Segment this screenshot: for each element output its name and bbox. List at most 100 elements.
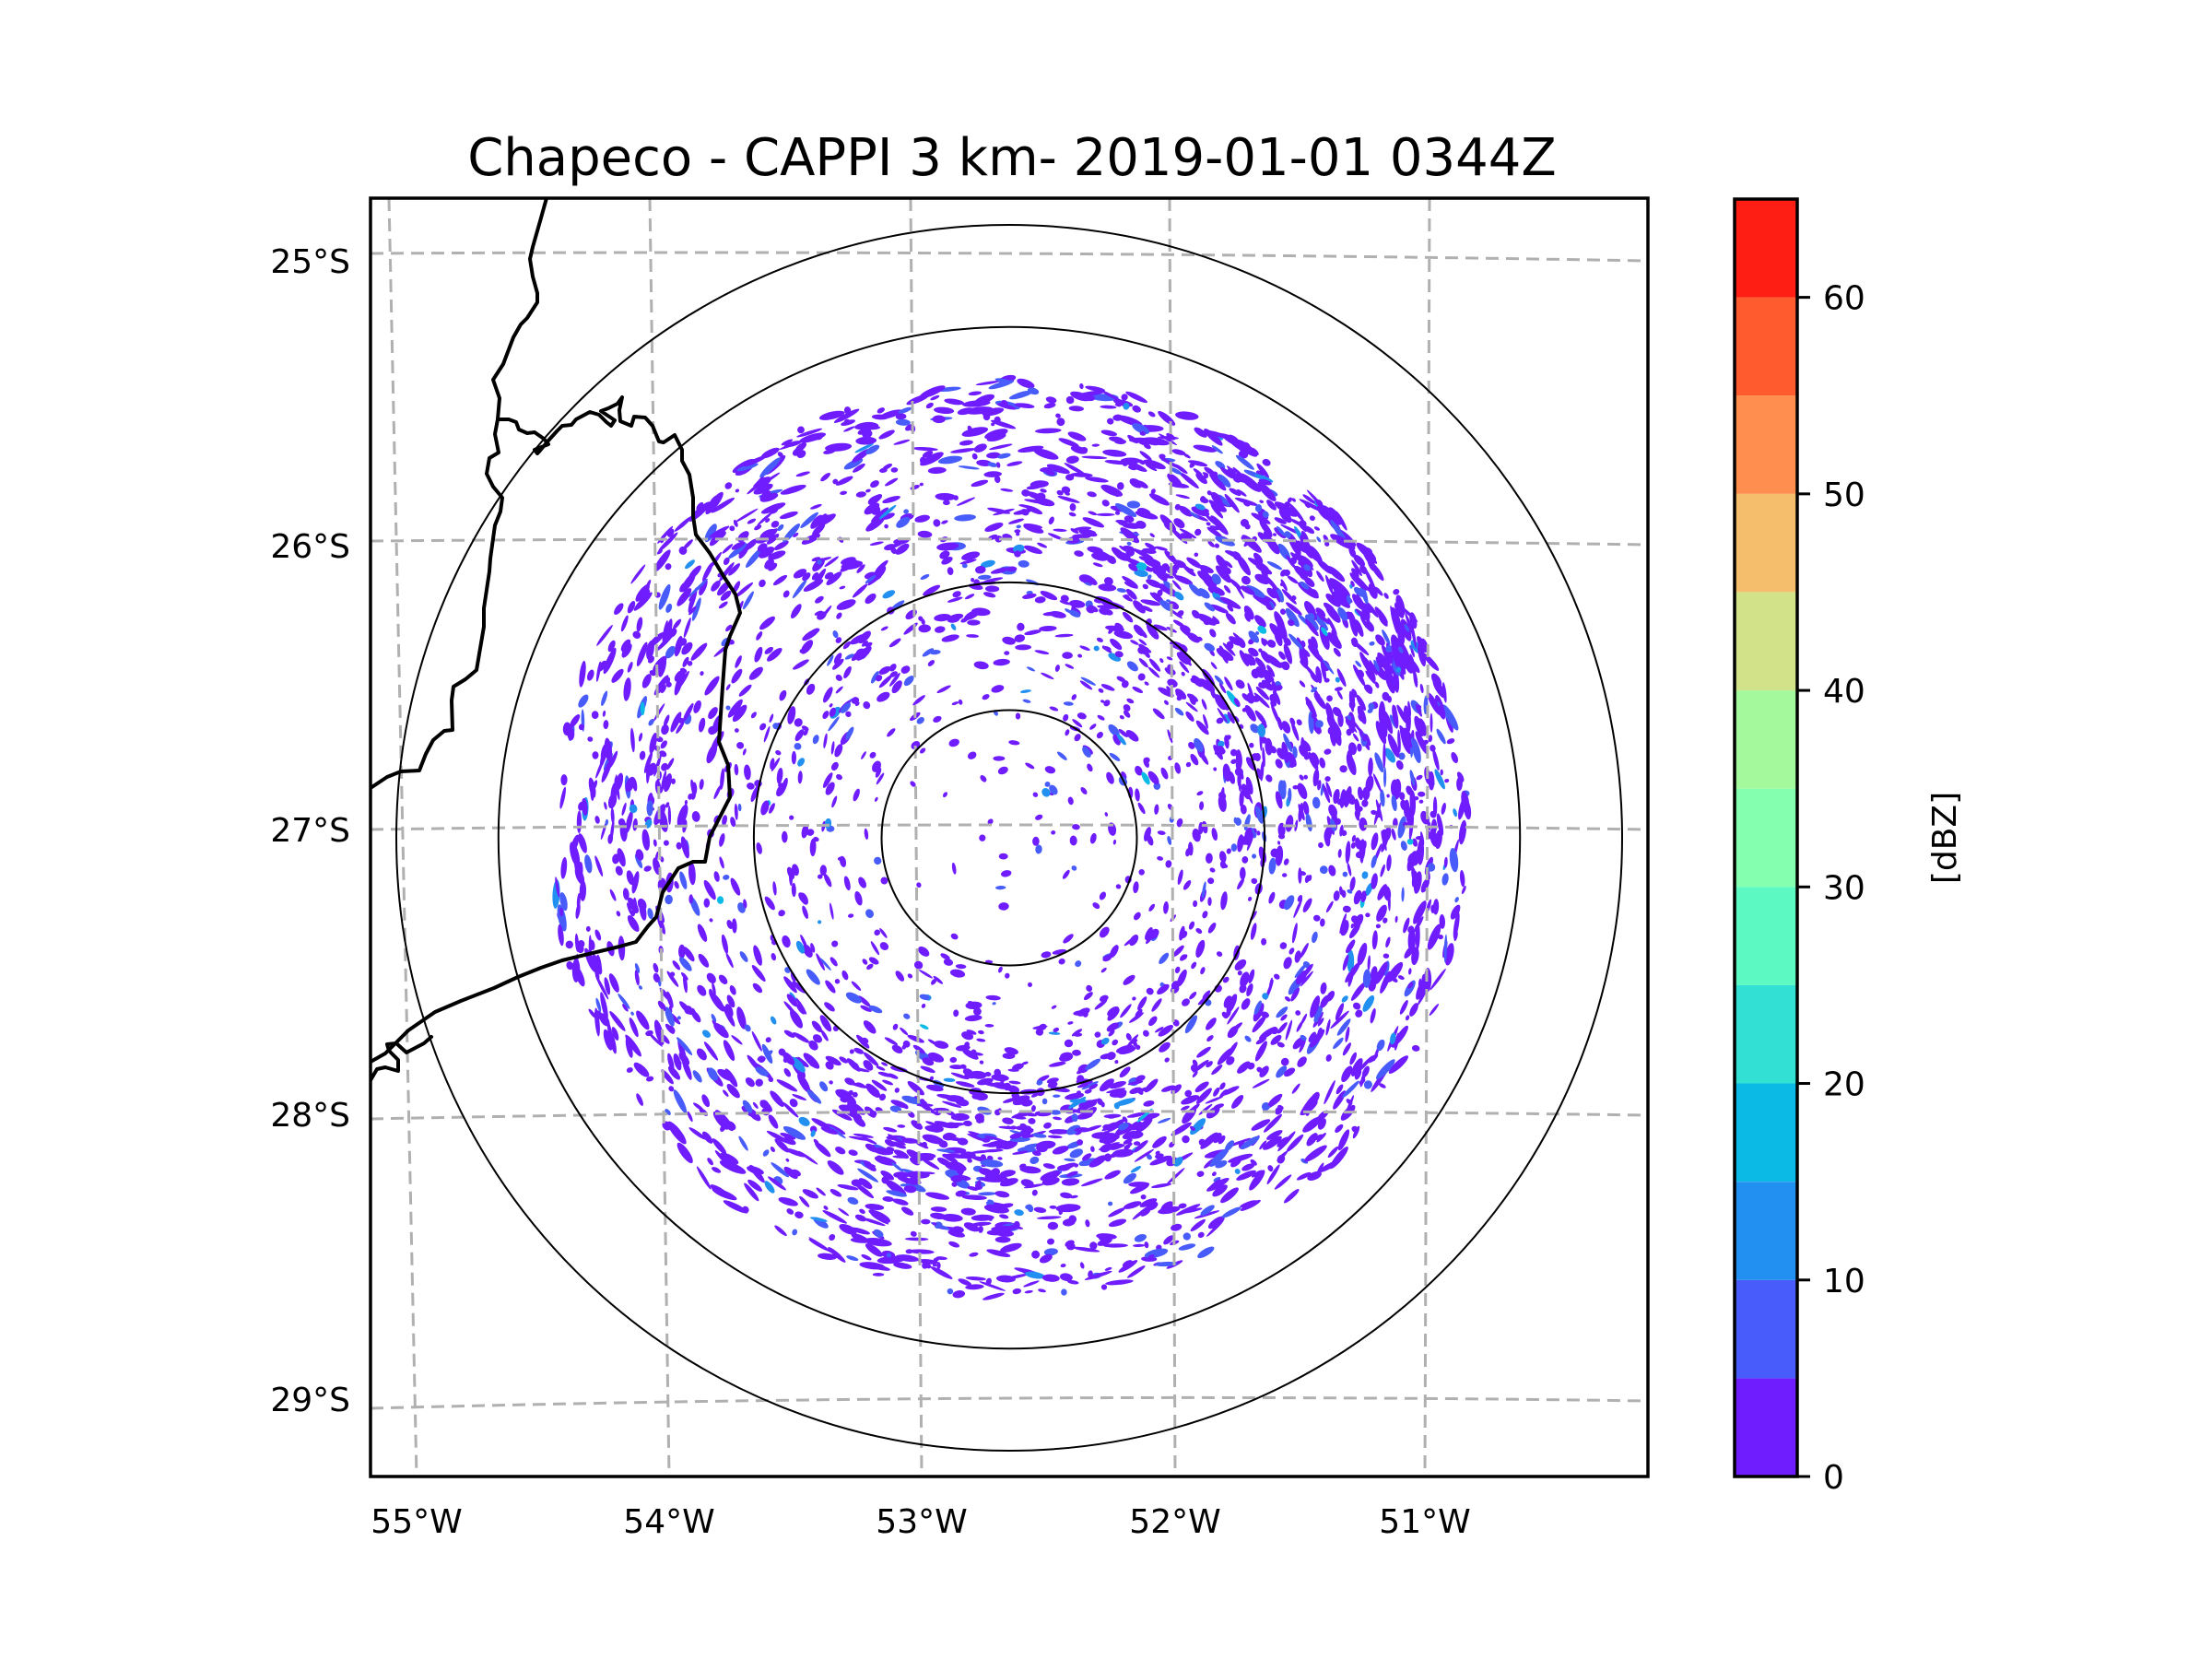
echo-cell <box>880 877 888 885</box>
echo-cell <box>1171 580 1182 591</box>
echo-cell <box>891 1044 903 1053</box>
echo-cell <box>1096 637 1103 642</box>
echo-cell <box>984 1023 994 1028</box>
echo-cell <box>1154 546 1168 551</box>
echo-cell <box>636 617 643 632</box>
echo-cell <box>907 1081 924 1096</box>
echo-cell <box>699 779 704 790</box>
echo-cell <box>589 939 595 950</box>
echo-cell <box>1113 1127 1136 1137</box>
longitude-gridline <box>387 198 418 1477</box>
echo-cell <box>1147 411 1156 418</box>
echo-cell <box>765 518 771 524</box>
echo-cell <box>725 624 733 632</box>
echo-cell <box>688 606 697 616</box>
echo-cell <box>910 1230 917 1237</box>
echo-cell <box>790 971 796 982</box>
echo-cell <box>967 425 972 432</box>
echo-cell <box>688 594 695 602</box>
echo-cell <box>1255 630 1260 635</box>
echo-cell <box>1312 769 1320 787</box>
echo-cell <box>1347 888 1353 894</box>
echo-cell <box>1369 641 1375 646</box>
echo-cell <box>729 985 736 995</box>
echo-cell <box>634 970 640 986</box>
echo-cell <box>1140 1208 1151 1217</box>
echo-cell <box>764 646 774 654</box>
echo-cell <box>1254 710 1266 725</box>
echo-cell <box>1135 562 1147 571</box>
echo-cell <box>1290 987 1300 1002</box>
echo-cell <box>738 684 752 697</box>
echo-cell <box>555 877 560 898</box>
echo-cell <box>987 507 1011 514</box>
echo-cell <box>753 477 766 488</box>
echo-cell <box>939 550 950 559</box>
echo-cell <box>1174 503 1182 511</box>
echo-cell <box>607 640 616 653</box>
echo-cell <box>1167 729 1173 744</box>
echo-cell <box>730 877 741 896</box>
echo-cell <box>808 1239 830 1252</box>
echo-cell <box>620 639 631 652</box>
echo-cell <box>965 1001 982 1010</box>
echo-cell <box>1214 694 1227 711</box>
echo-cell <box>1347 949 1355 973</box>
echo-cell <box>772 881 777 896</box>
echo-cell <box>611 1027 619 1041</box>
echo-cell <box>1254 753 1261 761</box>
echo-cell <box>603 647 617 675</box>
echo-cell <box>1085 1058 1101 1070</box>
echo-cell <box>1261 1011 1269 1018</box>
echo-cell <box>783 1001 797 1016</box>
echo-cell <box>1153 624 1168 631</box>
echo-cell <box>1059 1053 1074 1062</box>
echo-cell <box>1396 638 1410 662</box>
echo-cell <box>865 488 871 493</box>
echo-cell <box>1041 672 1054 680</box>
echo-cell <box>782 590 790 598</box>
echo-cell <box>1074 734 1081 742</box>
echo-cell <box>839 1223 857 1235</box>
echo-cell <box>1020 509 1030 516</box>
echo-cell <box>797 1073 811 1093</box>
echo-cell <box>1146 579 1162 588</box>
echo-cell <box>1430 810 1437 818</box>
echo-cell <box>735 508 759 523</box>
echo-cell <box>1098 583 1117 592</box>
echo-cell <box>683 973 688 994</box>
echo-cell <box>830 761 839 771</box>
echo-cell <box>1411 1044 1420 1052</box>
echo-cell <box>965 1276 986 1281</box>
echo-cell <box>1274 517 1287 524</box>
echo-cell <box>1206 522 1211 526</box>
echo-cell <box>866 963 874 971</box>
lon-label: 55°W <box>371 1503 462 1541</box>
echo-cell <box>879 942 889 951</box>
echo-cell <box>1174 707 1184 716</box>
echo-cell <box>1376 813 1381 818</box>
echo-cell <box>853 1133 874 1138</box>
echo-cell <box>1144 651 1150 658</box>
echo-cell <box>1179 528 1197 539</box>
echo-cell <box>1275 587 1285 603</box>
echo-cell <box>1129 1039 1138 1044</box>
echo-cell <box>1381 644 1392 665</box>
echo-cell <box>962 1049 979 1060</box>
echo-cell <box>609 888 617 901</box>
echo-cell <box>656 549 663 555</box>
echo-cell <box>1202 911 1208 919</box>
echo-cell <box>1413 900 1427 924</box>
echo-cell <box>806 969 820 985</box>
echo-cell <box>787 706 796 724</box>
echo-cell <box>1403 705 1409 722</box>
echo-cell <box>1362 994 1375 1012</box>
echo-cell <box>1129 478 1143 488</box>
echo-cell <box>672 960 681 971</box>
echo-cell <box>711 580 721 592</box>
echo-cell <box>663 840 669 846</box>
echo-cell <box>1299 774 1304 781</box>
echo-cell <box>865 575 877 584</box>
echo-cell <box>629 1017 639 1038</box>
echo-cell <box>794 1211 804 1218</box>
